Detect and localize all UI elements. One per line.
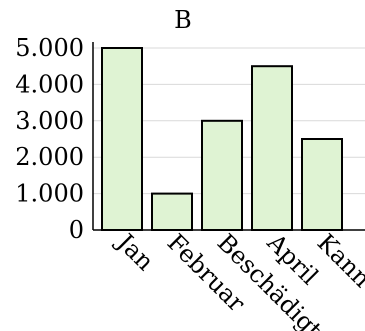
x-category-label: Kann: [312, 228, 365, 292]
y-axis-tick-labels: 0 1.000 2.000 3.000 4.000 5.000: [15, 34, 84, 244]
bar: [151, 192, 193, 232]
y-tick-label: 0: [69, 216, 84, 244]
bar: [201, 119, 243, 231]
bar: [101, 47, 143, 231]
y-tick-label: 4.000: [15, 70, 84, 98]
chart-title: B: [174, 6, 192, 34]
bars: [101, 47, 343, 232]
bar: [301, 138, 343, 231]
x-category-label: Jan: [110, 226, 160, 276]
bar: [251, 65, 293, 231]
y-tick-label: 2.000: [15, 143, 84, 171]
y-tick-label: 3.000: [15, 107, 84, 135]
y-tick-label: 1.000: [15, 180, 84, 208]
y-tick-label: 5.000: [15, 34, 84, 62]
